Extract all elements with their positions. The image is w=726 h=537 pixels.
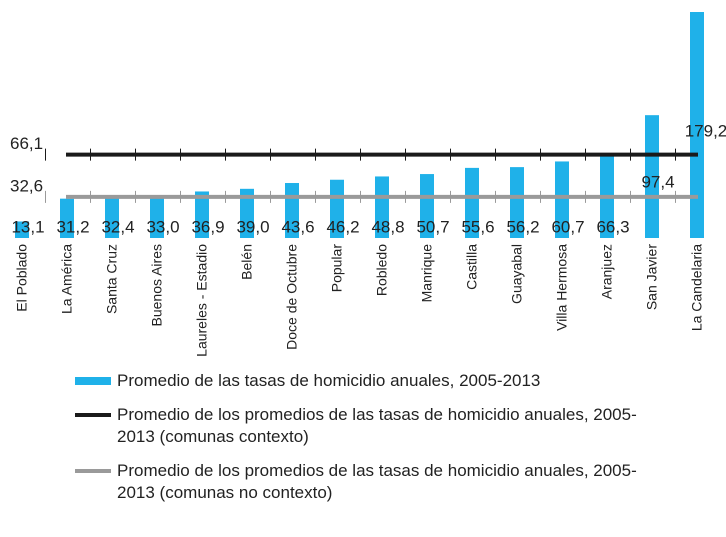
bar bbox=[60, 198, 74, 238]
bar bbox=[420, 174, 434, 238]
value-label: 36,9 bbox=[191, 217, 224, 236]
x-tick-label: Castilla bbox=[464, 244, 480, 290]
bar bbox=[375, 176, 389, 238]
x-tick-label: Guayabal bbox=[509, 244, 525, 304]
x-tick-label: Robledo bbox=[374, 244, 390, 296]
legend-label: Promedio de las tasas de homicidio anual… bbox=[117, 371, 541, 390]
legend-label: Promedio de los promedios de las tasas d… bbox=[117, 405, 637, 446]
x-tick-label: La Candelaria bbox=[689, 244, 705, 331]
reference-label: 32,6 bbox=[10, 176, 43, 195]
x-tick-label: La América bbox=[59, 244, 75, 314]
value-label: 33,0 bbox=[146, 217, 179, 236]
value-label: 60,7 bbox=[551, 217, 584, 236]
bar bbox=[555, 161, 569, 238]
x-tick-label: Laureles - Estadio bbox=[194, 244, 210, 357]
x-tick-label: Aranjuez bbox=[599, 244, 615, 299]
legend-item: Promedio de los promedios de las tasas d… bbox=[75, 460, 675, 504]
legend-item: Promedio de las tasas de homicidio anual… bbox=[75, 370, 675, 392]
value-label: 46,2 bbox=[326, 217, 359, 236]
legend: Promedio de las tasas de homicidio anual… bbox=[75, 370, 675, 516]
x-tick-label: El Poblado bbox=[14, 244, 30, 312]
legend-label: Promedio de los promedios de las tasas d… bbox=[117, 461, 637, 502]
legend-swatch bbox=[75, 469, 111, 473]
bar bbox=[465, 167, 479, 238]
value-label: 43,6 bbox=[281, 217, 314, 236]
x-tick-label: Popular bbox=[329, 244, 345, 293]
reference-label: 66,1 bbox=[10, 134, 43, 153]
value-label: 32,4 bbox=[101, 217, 134, 236]
legend-item: Promedio de los promedios de las tasas d… bbox=[75, 404, 675, 448]
x-tick-label: San Javier bbox=[644, 244, 660, 310]
bar bbox=[330, 179, 344, 238]
bar bbox=[150, 196, 164, 238]
bar bbox=[15, 221, 29, 238]
bar bbox=[105, 197, 119, 238]
x-tick-label: Belén bbox=[239, 244, 255, 280]
x-tick-label: Santa Cruz bbox=[104, 244, 120, 314]
bar bbox=[645, 115, 659, 238]
x-tick-label: Doce de Octubre bbox=[284, 244, 300, 350]
value-label: 48,8 bbox=[371, 217, 404, 236]
value-label: 39,0 bbox=[236, 217, 269, 236]
value-label: 55,6 bbox=[461, 217, 494, 236]
bar bbox=[510, 167, 524, 238]
value-label: 50,7 bbox=[416, 217, 449, 236]
bar bbox=[240, 188, 254, 238]
value-label: 97,4 bbox=[641, 172, 674, 191]
x-tick-label: Villa Hermosa bbox=[554, 244, 570, 331]
x-tick-label: Buenos Aires bbox=[149, 244, 165, 327]
value-label: 179,2 bbox=[685, 121, 726, 140]
x-tick-label: Manrique bbox=[419, 244, 435, 303]
legend-swatch bbox=[75, 413, 111, 417]
bar bbox=[690, 12, 704, 238]
chart: 66,1 32,6 13,1 El Poblado 31,2 La América 32,4… bbox=[10, 12, 726, 357]
bar bbox=[195, 191, 209, 238]
value-label: 13,1 bbox=[11, 217, 44, 236]
value-label: 66,3 bbox=[596, 217, 629, 236]
legend-swatch bbox=[75, 377, 111, 385]
value-label: 56,2 bbox=[506, 217, 539, 236]
value-label: 31,2 bbox=[56, 217, 89, 236]
